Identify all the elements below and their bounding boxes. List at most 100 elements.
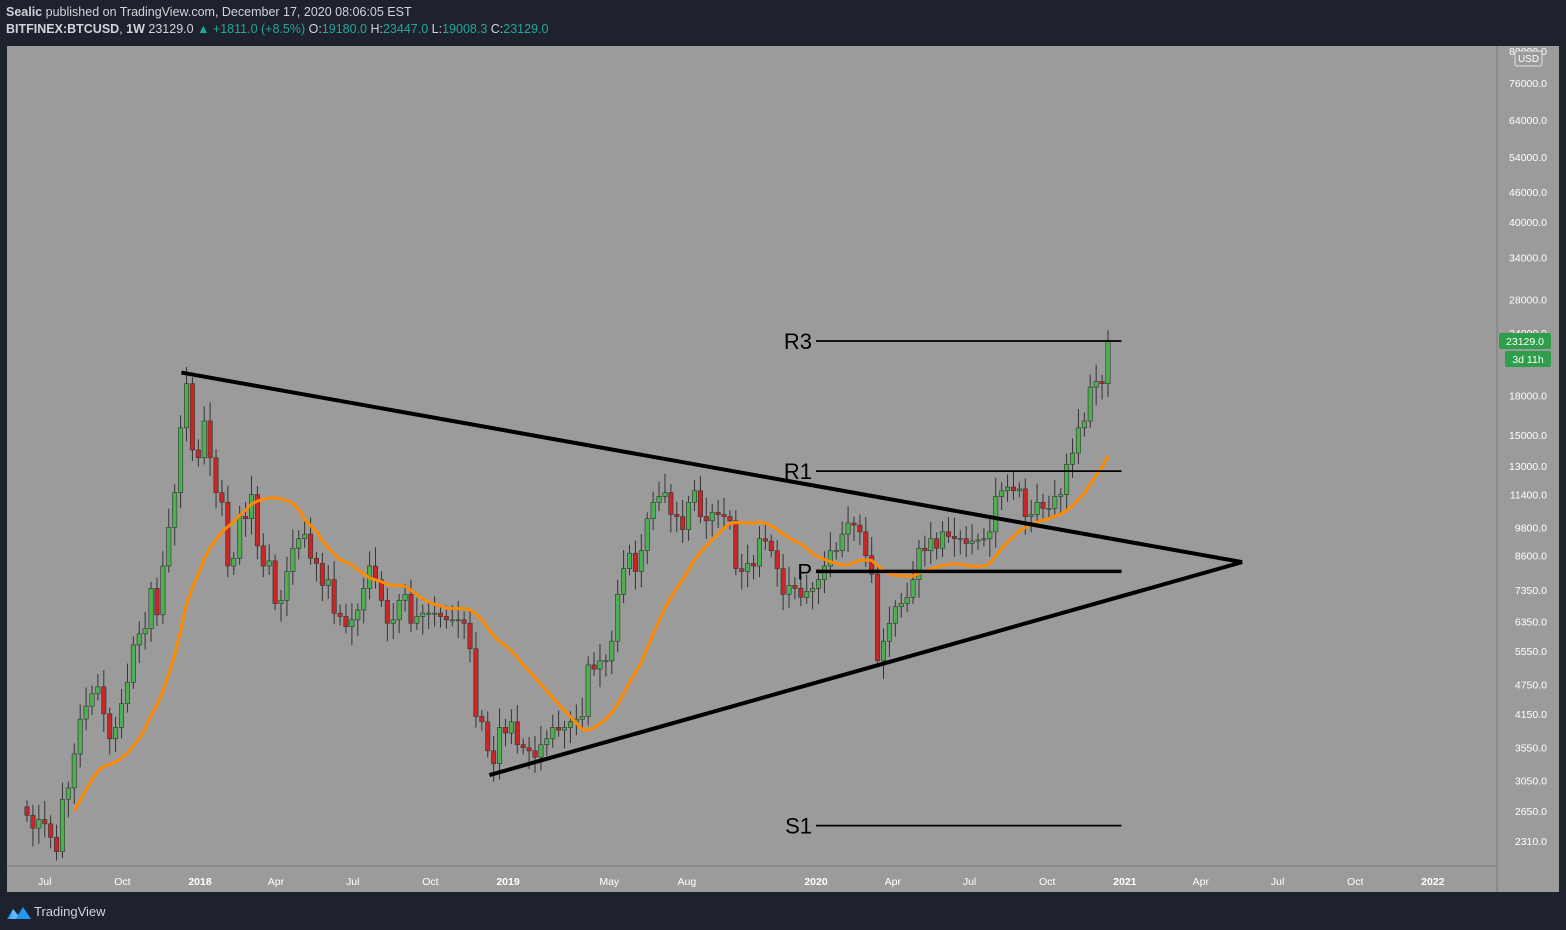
candle-down [792, 585, 798, 589]
candle-down [443, 616, 449, 621]
tradingview-logo-icon[interactable] [6, 903, 32, 921]
interval-label[interactable]: 1W [126, 22, 145, 36]
candle-up [201, 420, 207, 459]
candle-up [597, 660, 603, 670]
candle-up [59, 798, 65, 852]
candle-up [349, 619, 355, 628]
price-tick-label: 8600.0 [1515, 551, 1547, 563]
candle-up [1034, 501, 1040, 515]
candle-up [1081, 420, 1087, 429]
candle-down [48, 823, 54, 838]
candle-up [886, 622, 892, 642]
candle-down [739, 568, 745, 572]
candle-up [302, 533, 308, 540]
candle-up [786, 585, 792, 595]
plot-background [7, 46, 1497, 866]
candle-down [762, 538, 768, 542]
price-axis[interactable] [1497, 46, 1559, 892]
candle-up [455, 619, 461, 622]
candle-up [497, 727, 503, 764]
candle-down [780, 568, 786, 595]
price-tick-label: 2650.0 [1515, 806, 1547, 818]
candle-up [579, 716, 585, 720]
triangle-lower-trendline [488, 560, 1243, 777]
candle-down [272, 560, 278, 604]
price-tick-label: 46000.0 [1509, 187, 1547, 199]
candle-up [981, 538, 987, 541]
candle-down [591, 664, 597, 670]
last-price-label: 23129.0 [1506, 336, 1544, 348]
candle-up [567, 721, 573, 728]
candle-down [963, 538, 969, 544]
candle-up [1064, 464, 1070, 495]
candle-up [1087, 386, 1093, 422]
candle-up [36, 819, 42, 829]
time-tick-label: 2020 [804, 876, 828, 888]
time-tick-label: Jul [346, 876, 359, 888]
time-axis[interactable] [7, 866, 1497, 892]
candle-down [384, 600, 390, 624]
candle-up [89, 693, 95, 707]
candle-up [166, 527, 172, 567]
candle-up [916, 547, 922, 581]
candle-down [798, 588, 804, 598]
last-value: 23129.0 [148, 22, 194, 36]
currency-badge[interactable]: USD [1514, 50, 1543, 67]
brand-label[interactable]: TradingView [34, 904, 106, 919]
candle-up [1070, 452, 1076, 465]
low-label: L: [431, 22, 443, 36]
candle-up [136, 633, 142, 646]
candle-up [627, 552, 633, 570]
time-tick-label: May [599, 876, 620, 888]
candle-up [550, 727, 556, 740]
candle-up [284, 571, 290, 601]
time-tick-label: 2021 [1113, 876, 1137, 888]
candle-down [875, 573, 881, 662]
candle-down [408, 593, 414, 624]
candle-up [839, 533, 845, 552]
price-tick-label: 40000.0 [1509, 217, 1547, 229]
price-tick-label: 7350.0 [1515, 585, 1547, 597]
candle-down [373, 565, 379, 581]
countdown-label: 3d 11h [1512, 354, 1543, 366]
level-r3-label: R3 [784, 329, 812, 354]
candle-down [922, 547, 928, 552]
candle-up [426, 612, 432, 615]
change-value: ▲ +1811.0 (+8.5%) [197, 22, 306, 36]
candle-up [148, 588, 154, 629]
chart-header: Sealic published on TradingView.com, Dec… [0, 0, 1566, 44]
price-tick-label: 64000.0 [1509, 115, 1547, 127]
candle-up [881, 640, 887, 662]
time-tick-label: Jul [38, 876, 51, 888]
candle-down [473, 648, 479, 717]
candle-up [77, 718, 83, 755]
open-value: 19180.0 [321, 22, 367, 36]
time-tick-label: 2022 [1421, 876, 1445, 888]
price-tick-label: 5550.0 [1515, 646, 1547, 658]
author-name[interactable]: Sealic [6, 5, 43, 19]
price-tick-label: 9800.0 [1515, 522, 1547, 534]
candle-down [491, 750, 497, 764]
candle-up [95, 686, 101, 695]
candle-up [969, 540, 975, 544]
price-tick-label: 54000.0 [1509, 152, 1547, 164]
candle-up [65, 787, 71, 800]
candle-down [857, 524, 863, 533]
candle-down [467, 622, 473, 650]
candle-up [325, 579, 331, 586]
candle-up [266, 560, 272, 567]
open-label: O: [308, 22, 322, 36]
candle-up [562, 727, 568, 731]
price-tick-label: 2310.0 [1515, 836, 1547, 848]
candle-up [845, 522, 851, 535]
price-tick-label: 4150.0 [1515, 709, 1547, 721]
candle-down [514, 721, 520, 746]
candle-down [520, 744, 526, 749]
currency-label: USD [1518, 54, 1539, 65]
candle-up [810, 588, 816, 592]
candle-down [1040, 501, 1046, 509]
candle-up [709, 512, 715, 522]
symbol-label[interactable]: BITFINEX:BTCUSD [6, 22, 120, 36]
candle-down [1099, 381, 1105, 384]
